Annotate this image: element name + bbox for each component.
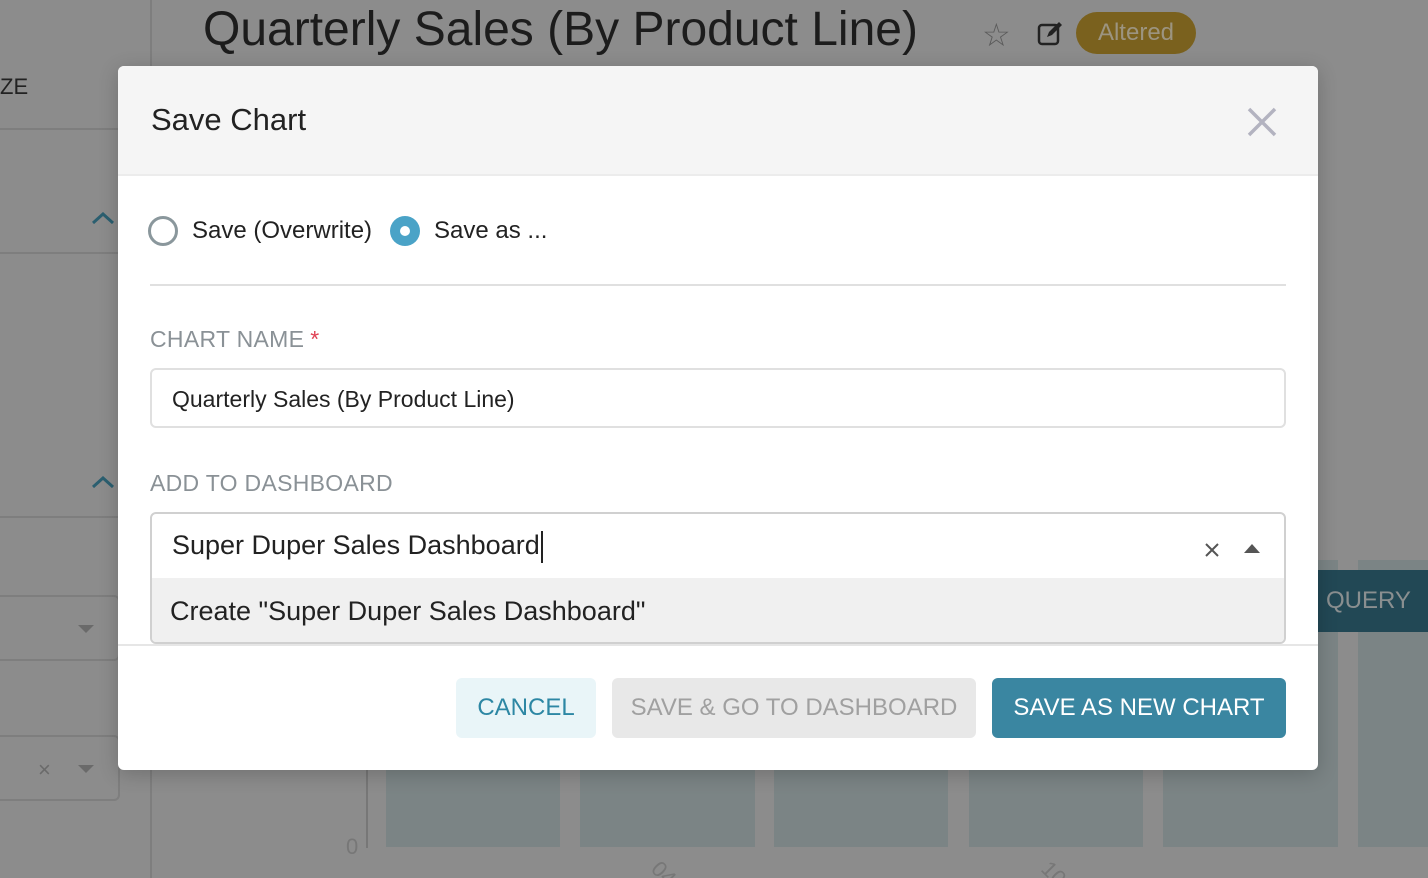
run-query-button[interactable]: QUERY [1310,570,1428,632]
divider [0,516,150,518]
chevron-up-icon[interactable] [92,212,114,224]
sidebar-select[interactable]: × [0,735,120,801]
y-tick-label: 0 [346,834,359,859]
caret-down-icon [78,625,94,633]
y-axis [366,770,368,848]
radio-overwrite[interactable] [148,216,178,246]
divider [150,284,1286,286]
star-icon[interactable]: ☆ [982,17,1011,53]
footer-divider [118,644,1318,646]
clear-icon[interactable]: × [38,757,51,782]
required-mark: * [310,326,320,352]
chart-name-label: CHART NAME * [150,326,320,353]
cancel-button[interactable]: CANCEL [456,678,596,738]
divider [0,128,150,130]
dashboard-input-value: Super Duper Sales Dashboard [172,530,540,560]
dashboard-select-input[interactable]: Super Duper Sales Dashboard [172,530,543,563]
chevron-up-icon[interactable] [92,476,114,488]
sidebar-section-label: ZE [0,74,29,99]
page-title[interactable]: Quarterly Sales (By Product Line) [203,3,918,56]
chart-name-input[interactable]: Quarterly Sales (By Product Line) [150,368,1286,428]
save-chart-modal: Save Chart Save (Overwrite) Save as ... … [118,66,1318,770]
modal-title: Save Chart [151,102,307,137]
x-tick-label: 04 [646,856,682,878]
clear-icon[interactable] [1204,542,1220,558]
modal-header: Save Chart [118,66,1318,176]
radio-overwrite-label[interactable]: Save (Overwrite) [192,217,373,244]
sidebar-select[interactable] [0,595,120,661]
x-tick-label: 10 [1036,856,1072,878]
divider [0,252,150,254]
text-cursor [540,530,543,563]
save-as-new-chart-button[interactable]: SAVE AS NEW CHART [992,678,1286,738]
radio-save-as[interactable] [390,216,421,246]
close-icon[interactable] [1246,106,1278,138]
dashboard-select[interactable]: Super Duper Sales Dashboard Create "Supe… [150,512,1286,644]
caret-up-icon[interactable] [1244,544,1260,553]
dashboard-label: ADD TO DASHBOARD [150,470,393,496]
chart-name-label-text: CHART NAME [150,326,305,352]
dashboard-option-create[interactable]: Create "Super Duper Sales Dashboard" [152,578,1284,642]
altered-badge[interactable]: Altered [1076,12,1196,54]
edit-icon[interactable] [1037,20,1065,46]
caret-down-icon [78,765,94,773]
save-mode-radio-group: Save (Overwrite) Save as ... [148,216,565,246]
radio-save-as-label[interactable]: Save as ... [434,217,548,244]
save-and-go-to-dashboard-button[interactable]: SAVE & GO TO DASHBOARD [612,678,976,738]
